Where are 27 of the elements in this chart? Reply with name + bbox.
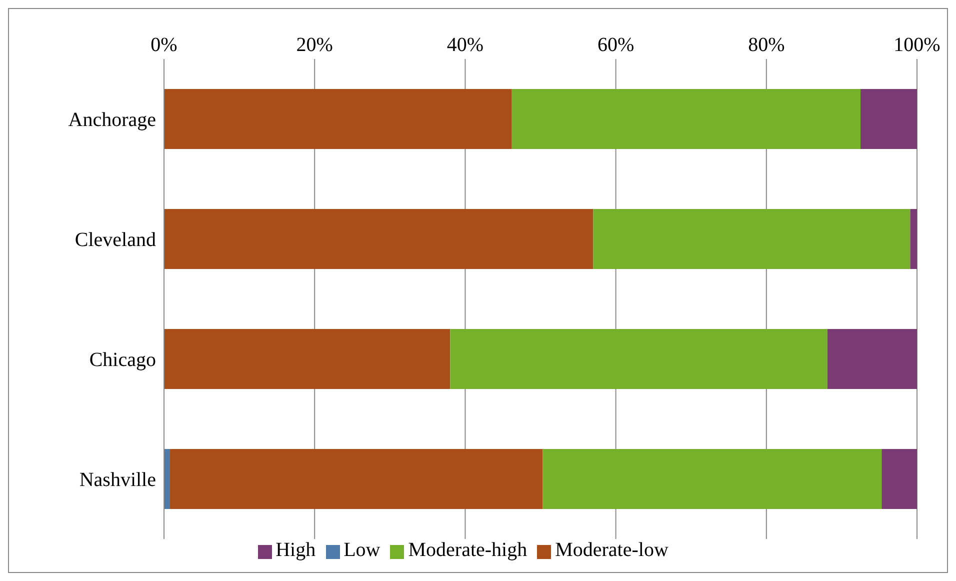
x-tick-label: 60% xyxy=(597,34,634,56)
bar xyxy=(170,449,543,509)
bar xyxy=(512,89,861,149)
y-tick-label: Anchorage xyxy=(68,109,156,132)
legend-label: Moderate-high xyxy=(408,539,528,561)
bar xyxy=(593,209,910,269)
bar xyxy=(910,209,917,269)
legend-label: Moderate-low xyxy=(555,539,668,561)
bar xyxy=(882,449,917,509)
bar xyxy=(164,329,450,389)
y-tick-label: Chicago xyxy=(89,349,156,372)
bar xyxy=(860,89,917,149)
x-tick-label: 100% xyxy=(894,34,940,56)
y-tick-label: Nashville xyxy=(79,469,156,492)
bar xyxy=(164,89,512,149)
y-tick-label: Cleveland xyxy=(74,229,156,252)
x-tick-label: 80% xyxy=(748,34,785,56)
bar xyxy=(164,449,170,509)
legend-label: Low xyxy=(344,539,380,561)
bar xyxy=(450,329,828,389)
x-tick-label: 0% xyxy=(150,34,178,56)
legend-label: High xyxy=(276,539,316,561)
bar xyxy=(542,449,882,509)
bar xyxy=(827,329,917,389)
x-tick-label: 40% xyxy=(446,34,484,56)
x-tick-label: 20% xyxy=(296,34,333,56)
bar xyxy=(164,209,594,269)
